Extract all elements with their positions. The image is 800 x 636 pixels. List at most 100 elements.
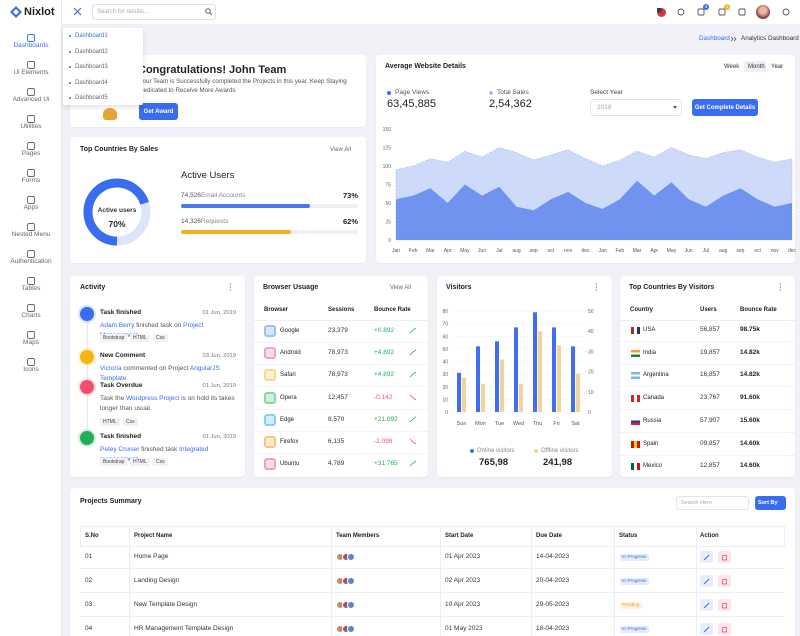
- details-button-label[interactable]: Get Complete Details: [694, 105, 756, 111]
- search-box[interactable]: [92, 4, 216, 20]
- sort-button[interactable]: [755, 496, 786, 510]
- dot: [779, 283, 782, 285]
- sidebar-item[interactable]: Utilities: [20, 123, 42, 130]
- sidebar-item[interactable]: Icons: [23, 366, 39, 373]
- sidebar-item[interactable]: Authentication: [10, 258, 52, 265]
- stat-label: Page Views: [395, 89, 430, 96]
- activity-link[interactable]: Adam Berry: [100, 322, 135, 329]
- submenu-item[interactable]: Dashboard2: [75, 48, 108, 55]
- submenu-item[interactable]: Dashboard3: [75, 64, 108, 70]
- y-tick-label: 0: [445, 410, 448, 416]
- bar: [495, 341, 499, 412]
- sidebar-item[interactable]: Tables: [21, 285, 41, 292]
- table-header: Bounce Rate: [374, 307, 411, 313]
- delete-button[interactable]: [718, 575, 731, 587]
- get-award-button[interactable]: [139, 103, 178, 120]
- project-start: 10 Apr 2023: [445, 601, 481, 608]
- chev: [730, 36, 737, 42]
- sort-button-label[interactable]: Sort By: [758, 500, 778, 506]
- sidebar-item[interactable]: Maps: [23, 339, 39, 346]
- visitor-total: 765,98: [479, 457, 509, 468]
- team-avatar: [347, 601, 355, 609]
- breadcrumb-link[interactable]: Dashboard: [699, 35, 730, 42]
- row-divider: [254, 430, 428, 432]
- select-caret: [673, 106, 677, 109]
- x-tick-label: Jun: [685, 248, 693, 254]
- period-tab[interactable]: Year: [771, 64, 784, 70]
- project-status: In Progress: [620, 554, 649, 561]
- submenu-item[interactable]: Dashboard4: [75, 79, 108, 86]
- pencil: [703, 554, 710, 561]
- activity-icon: [80, 307, 94, 321]
- submenu-item[interactable]: Dashboard1: [75, 33, 108, 39]
- y2-tick-label: 10: [588, 390, 594, 396]
- row-divider: [254, 342, 428, 343]
- browser-bounce: -2.098: [374, 438, 393, 445]
- x-tick-label: May: [667, 248, 677, 254]
- activity-link[interactable]: AngularJS Template: [100, 365, 220, 382]
- stat-dot: [489, 91, 493, 95]
- projects-card: [70, 488, 795, 636]
- delete-button[interactable]: [718, 623, 731, 635]
- sidebar-item[interactable]: Pages: [21, 150, 41, 157]
- activity-date: 01 Jun, 2019: [202, 310, 236, 316]
- arrow: [409, 349, 417, 356]
- x-tick-label: Apr: [650, 248, 658, 254]
- period-tab[interactable]: Week: [724, 64, 740, 70]
- bar: [476, 346, 480, 412]
- submenu-bullet: [69, 35, 71, 37]
- browser-sessions: 23,379: [328, 327, 348, 334]
- sidebar-item[interactable]: Advanced Ui: [12, 96, 50, 103]
- sidebar-icon: [27, 196, 35, 204]
- year-select[interactable]: [590, 99, 682, 116]
- delete-button[interactable]: [718, 599, 731, 611]
- dot: [779, 289, 782, 291]
- country-name: Argentina: [643, 372, 669, 379]
- sidebar-item[interactable]: Nested Menu: [11, 231, 51, 238]
- activity-title-text: New Comment: [100, 352, 146, 359]
- sidebar-icon: [27, 304, 35, 312]
- bin: [722, 579, 727, 585]
- country-name: USA: [643, 327, 656, 333]
- activity-tag: Css: [153, 458, 168, 466]
- logo-icon: [10, 6, 22, 18]
- submenu-item[interactable]: Dashboard5: [75, 95, 108, 101]
- bar: [552, 327, 556, 412]
- trend-arrow: [409, 416, 417, 423]
- sidebar-item[interactable]: Apps: [23, 204, 39, 211]
- sidebar-item[interactable]: Dashboards: [13, 42, 49, 49]
- sidebar-item[interactable]: Charts: [21, 312, 41, 319]
- browser-sessions: 12,457: [328, 393, 348, 401]
- sidebar-icon: [27, 142, 35, 150]
- sidebar-icon: [27, 223, 35, 231]
- browser-name: Google: [280, 328, 300, 334]
- get-award-label[interactable]: Get Award: [143, 109, 174, 115]
- stat-value: 2,54,362: [489, 98, 532, 110]
- project-no: 03: [85, 601, 93, 608]
- details-button[interactable]: [692, 99, 758, 116]
- browser-name: Android: [280, 350, 301, 357]
- activity-link[interactable]: Wordpress Project: [126, 395, 180, 402]
- sidebar-item[interactable]: Ui Elements: [13, 69, 49, 76]
- y2-tick-label: 30: [588, 349, 594, 355]
- delete-button[interactable]: [718, 551, 731, 563]
- dot: [595, 289, 598, 291]
- bag-icon: [718, 8, 726, 16]
- visitors-card: [437, 276, 612, 477]
- activity-link[interactable]: Petey Cruiser: [100, 446, 140, 453]
- edit-icon: [703, 626, 710, 633]
- view-all-link[interactable]: View All: [330, 147, 351, 153]
- browser-view-all[interactable]: View All: [390, 285, 411, 291]
- lens: [205, 8, 211, 14]
- sidebar-item[interactable]: Forms: [21, 177, 41, 184]
- delete-icon: [722, 555, 727, 561]
- user-avatar[interactable]: [756, 5, 770, 19]
- sidebar-icon: [27, 331, 35, 339]
- projects-search[interactable]: [676, 496, 749, 510]
- tab-active-bg: [744, 61, 766, 72]
- activity-date: 01 Jun, 2019: [202, 434, 236, 440]
- browser-bounce: +4.892: [374, 371, 395, 379]
- browser-bounce: +4.892: [374, 349, 395, 357]
- activity-link[interactable]: Victoria: [100, 365, 122, 372]
- period-tab[interactable]: Month: [748, 64, 765, 70]
